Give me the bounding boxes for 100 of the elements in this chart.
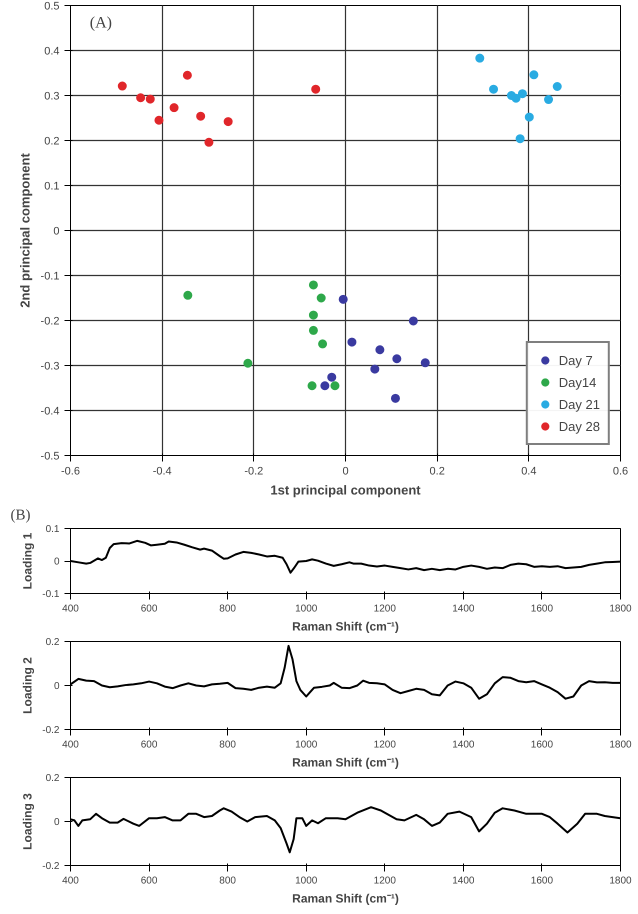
x-axis-title: Raman Shift (cm⁻¹): [292, 892, 399, 906]
x-tick-label: 800: [219, 876, 236, 886]
y-axis-title: Loading 2: [20, 656, 34, 714]
y-tick-label: 0.2: [44, 136, 60, 148]
legend-label: Day 7: [558, 352, 593, 368]
point: [338, 294, 348, 304]
y-tick-label: 0: [54, 681, 60, 692]
x-tick-label: 1000: [295, 876, 318, 886]
y-axis-title: Loading 1: [20, 532, 34, 590]
point: [320, 381, 330, 390]
x-tick-label: 400: [62, 876, 80, 886]
point: [183, 290, 192, 300]
point: [552, 82, 562, 91]
y-tick-label: 0: [54, 817, 60, 828]
point: [330, 381, 340, 390]
x-axis-title: Raman Shift (cm⁻¹): [292, 756, 399, 770]
x-tick-label: 800: [219, 740, 236, 750]
x-tick-label: 400: [62, 604, 80, 614]
x-tick-label: 1000: [295, 740, 318, 750]
y-tick-label: -0.5: [40, 450, 60, 462]
x-axis-title: Raman Shift (cm⁻¹): [292, 620, 399, 634]
x-tick-label: 1400: [452, 740, 475, 750]
y-tick-label: 0.1: [44, 180, 60, 192]
legend-label: Day 28: [558, 418, 600, 434]
y-axis-title: 2nd principal component: [18, 152, 33, 308]
point: [318, 339, 328, 348]
point: [420, 358, 430, 368]
x-tick-label: 0: [342, 466, 349, 478]
x-axis-title: 1st principal component: [270, 482, 422, 498]
point: [347, 338, 356, 347]
point: [512, 94, 520, 103]
legend-label: Day14: [558, 374, 596, 390]
x-tick-label: 1800: [609, 604, 632, 614]
x-tick-label: -0.4: [152, 466, 172, 478]
annotation: (A): [90, 14, 112, 32]
x-tick-label: 0.2: [430, 466, 445, 478]
point: [170, 103, 179, 112]
point: [243, 358, 252, 368]
x-tick-label: 1400: [452, 604, 475, 614]
point: [308, 326, 318, 335]
y-tick-label: 0: [54, 556, 60, 568]
point: [375, 345, 384, 354]
point: [544, 95, 554, 104]
point: [529, 70, 538, 80]
y-tick-label: 0.2: [46, 773, 60, 784]
point: [224, 117, 233, 126]
y-tick-label: -0.2: [40, 316, 60, 328]
y-axis-title: Loading 3: [20, 792, 34, 850]
x-tick-label: 1600: [530, 876, 554, 886]
point: [196, 112, 206, 121]
point: [311, 84, 320, 94]
y-tick-label: -0.2: [42, 861, 60, 872]
point: [136, 93, 146, 102]
y-tick-label: 0.5: [44, 0, 60, 12]
point: [308, 310, 318, 320]
point: [308, 381, 317, 390]
point: [408, 316, 418, 326]
x-tick-label: 600: [140, 740, 158, 750]
point: [327, 372, 336, 382]
x-tick-label: -0.6: [61, 466, 80, 478]
y-tick-label: -0.4: [40, 406, 60, 418]
point: [182, 70, 192, 80]
y-tick-label: -0.1: [42, 589, 60, 600]
point: [518, 89, 527, 98]
point: [392, 354, 402, 364]
x-tick-label: 1200: [374, 604, 396, 614]
y-tick-label: -0.3: [40, 360, 60, 372]
y-tick-label: 0.1: [46, 524, 60, 535]
x-tick-label: -0.2: [244, 466, 264, 478]
point: [154, 116, 164, 125]
point: [524, 112, 534, 122]
x-tick-label: 0.6: [612, 466, 628, 478]
point: [146, 94, 155, 104]
x-tick-label: 1400: [452, 876, 475, 886]
x-tick-label: 1200: [374, 740, 396, 750]
y-tick-label: 0: [53, 226, 60, 238]
y-tick-label: 0.4: [44, 46, 60, 58]
y-tick-label: 0.2: [46, 637, 60, 648]
x-tick-label: 1000: [295, 604, 318, 614]
x-tick-label: 1200: [374, 876, 396, 886]
x-tick-label: 400: [62, 740, 80, 750]
x-tick-label: 1800: [609, 740, 632, 750]
x-tick-label: 1600: [530, 740, 554, 750]
point: [516, 134, 525, 144]
x-tick-label: 1800: [609, 876, 632, 886]
legend-label: Day 21: [558, 396, 600, 412]
point: [118, 82, 127, 91]
point: [489, 84, 498, 94]
point: [390, 394, 400, 403]
point: [370, 364, 380, 374]
y-tick-label: 0.3: [44, 90, 60, 102]
point: [308, 280, 318, 290]
y-tick-label: -0.1: [40, 270, 60, 282]
text: (B): [10, 508, 30, 524]
x-tick-label: 1600: [530, 604, 554, 614]
y-tick-label: -0.2: [42, 725, 60, 736]
point: [316, 294, 326, 302]
x-tick-label: 800: [219, 604, 236, 614]
x-tick-label: 600: [140, 604, 158, 614]
x-tick-label: 600: [140, 876, 158, 886]
